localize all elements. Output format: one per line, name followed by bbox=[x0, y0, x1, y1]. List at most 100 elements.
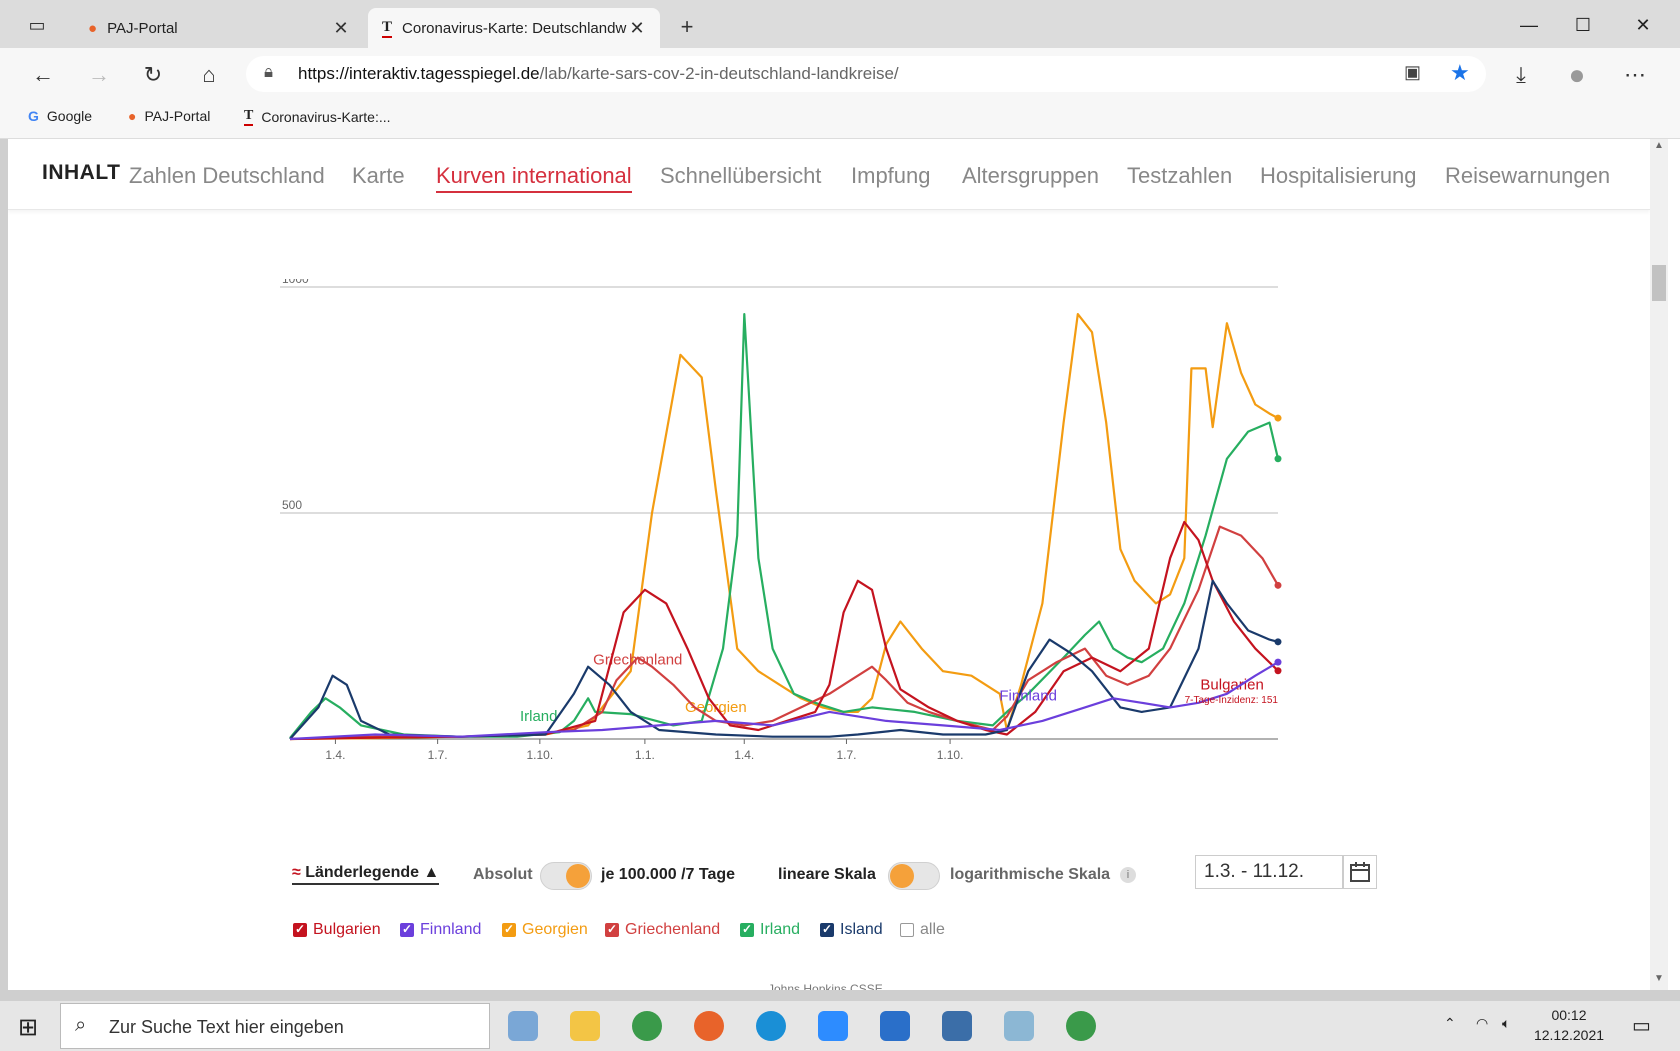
scale-toggle[interactable] bbox=[888, 862, 940, 890]
map-pin-icon: ● bbox=[88, 19, 98, 37]
reader-view-icon[interactable]: ▣ bbox=[1404, 62, 1422, 82]
legend-toggle[interactable]: ≈ Länderlegende ▲ bbox=[292, 864, 440, 885]
nav-reisewarnungen[interactable]: Reisewarnungen bbox=[1445, 163, 1611, 188]
checkbox-box bbox=[605, 922, 619, 937]
series-line-griechenland bbox=[289, 525, 1279, 741]
absolut-label[interactable]: Absolut bbox=[473, 866, 533, 883]
checkbox-bulgarien[interactable]: Bulgarien bbox=[293, 921, 381, 939]
tagesspiegel-icon: T bbox=[382, 19, 393, 38]
checkbox-alle[interactable]: alle bbox=[900, 921, 945, 939]
address-bar[interactable]: 🔒︎ https://interaktiv.tagesspiegel.de/la… bbox=[246, 56, 1486, 92]
download-icon[interactable]: ⤓ bbox=[1516, 62, 1526, 87]
scroll-up-icon[interactable]: ▲ bbox=[1654, 140, 1664, 151]
chrome-icon[interactable] bbox=[632, 1011, 662, 1041]
tab-close-icon[interactable]: ✕ bbox=[629, 17, 645, 38]
date-range-input[interactable]: 1.3. - 11.12. bbox=[1195, 855, 1343, 889]
chrome-icon[interactable] bbox=[1066, 1011, 1096, 1041]
bookmark-label: Coronavirus-Karte:... bbox=[261, 109, 391, 125]
volume-icon[interactable]: 🔈︎ bbox=[1502, 1015, 1511, 1031]
page-scrollbar[interactable]: ▲ ▼ bbox=[1650, 139, 1668, 990]
mail-icon[interactable] bbox=[880, 1011, 910, 1041]
linear-scale-label[interactable]: lineare Skala bbox=[778, 866, 876, 883]
checkbox-box bbox=[400, 922, 414, 937]
bookmark-google[interactable]: G Google bbox=[28, 108, 92, 124]
tray-chevron-icon[interactable]: ⌃ bbox=[1444, 1015, 1456, 1031]
source-credit: Johns Hopkins CSSE bbox=[768, 982, 883, 990]
windows-start-icon[interactable]: ⊞ bbox=[18, 1014, 39, 1041]
profile-avatar-icon[interactable]: ● bbox=[1568, 59, 1586, 90]
scrollbar-thumb[interactable] bbox=[1652, 265, 1666, 301]
tab-coronavirus-karte[interactable]: T Coronavirus-Karte: Deutschlandw ✕ bbox=[368, 8, 660, 48]
app-icon[interactable] bbox=[1004, 1011, 1034, 1041]
taskbar-clock[interactable]: 00:12 12.12.2021 bbox=[1533, 1007, 1605, 1043]
series-line-georgien bbox=[289, 313, 1279, 741]
firefox-icon[interactable] bbox=[694, 1011, 724, 1041]
nav-testzahlen[interactable]: Testzahlen bbox=[1127, 163, 1233, 188]
refresh-icon[interactable]: ↻ bbox=[143, 62, 163, 87]
nav-schnelluebersicht[interactable]: Schnellübersicht bbox=[660, 163, 822, 188]
checkbox-label: Finnland bbox=[420, 921, 482, 938]
section-nav: INHALT Zahlen Deutschland Karte Kurven i… bbox=[8, 139, 1650, 210]
nav-zahlen-deutschland[interactable]: Zahlen Deutschland bbox=[129, 163, 325, 188]
checkbox-georgien[interactable]: Georgien bbox=[502, 921, 588, 939]
checkbox-label: Island bbox=[840, 921, 883, 938]
bookmark-coronavirus-karte[interactable]: T Coronavirus-Karte:... bbox=[244, 108, 391, 126]
checkbox-box bbox=[820, 922, 834, 937]
tagesspiegel-icon: T bbox=[244, 108, 254, 126]
x-tick-label: 1.7. bbox=[428, 748, 448, 762]
tab-paj-portal[interactable]: ● PAJ-Portal ✕ bbox=[74, 8, 364, 48]
per100k-label[interactable]: je 100.000 /7 Tage bbox=[601, 866, 736, 883]
new-tab-icon[interactable]: + bbox=[680, 14, 694, 39]
minimize-icon[interactable]: — bbox=[1520, 15, 1538, 35]
favorite-star-icon[interactable]: ★ bbox=[1450, 60, 1470, 85]
zoom-icon[interactable] bbox=[818, 1011, 848, 1041]
nav-impfung[interactable]: Impfung bbox=[851, 163, 931, 188]
toggle-knob bbox=[566, 864, 590, 888]
checkbox-finnland[interactable]: Finnland bbox=[400, 921, 481, 939]
home-icon[interactable]: ⌂ bbox=[202, 62, 216, 87]
tab-actions-icon[interactable]: ▭ bbox=[28, 15, 46, 35]
absolut-per100k-toggle[interactable] bbox=[540, 862, 592, 890]
checkbox-island[interactable]: Island bbox=[820, 921, 883, 939]
log-scale-label[interactable]: logarithmische Skala bbox=[950, 866, 1111, 883]
url-host: https://interaktiv.tagesspiegel.de bbox=[298, 64, 540, 83]
x-tick-label: 1.10. bbox=[937, 748, 964, 762]
series-line-bulgarien bbox=[289, 520, 1279, 741]
checkbox-irland[interactable]: Irland bbox=[740, 921, 800, 939]
url-text[interactable]: https://interaktiv.tagesspiegel.de/lab/k… bbox=[298, 64, 899, 84]
nav-altersgruppen[interactable]: Altersgruppen bbox=[962, 163, 1099, 188]
lock-icon: 🔒︎ bbox=[264, 62, 274, 81]
nav-kurven-international[interactable]: Kurven international bbox=[436, 163, 632, 193]
nav-hospitalisierung[interactable]: Hospitalisierung bbox=[1260, 163, 1417, 188]
close-window-icon[interactable]: ✕ bbox=[1635, 15, 1651, 35]
checkbox-griechenland[interactable]: Griechenland bbox=[605, 921, 720, 939]
browser-tabstrip: ▭ ● PAJ-Portal ✕ T Coronavirus-Karte: De… bbox=[0, 0, 1680, 48]
video-editor-icon[interactable] bbox=[942, 1011, 972, 1041]
nav-karte[interactable]: Karte bbox=[352, 163, 405, 188]
info-icon[interactable]: i bbox=[1120, 867, 1136, 883]
map-pin-icon: ● bbox=[128, 108, 137, 124]
series-label: Griechenland bbox=[593, 651, 682, 668]
taskbar: ⊞ ⌕ Zur Suche Text hier eingeben ⌃ ◠ 🔈︎ … bbox=[0, 1000, 1680, 1051]
taskbar-search-placeholder: Zur Suche Text hier eingeben bbox=[109, 1017, 344, 1037]
network-icon[interactable]: ◠ bbox=[1476, 1015, 1489, 1031]
back-icon[interactable]: ← bbox=[32, 62, 54, 87]
bookmark-label: Google bbox=[46, 108, 93, 124]
file-explorer-icon[interactable] bbox=[570, 1011, 600, 1041]
taskbar-search[interactable]: ⌕ Zur Suche Text hier eingeben bbox=[60, 1003, 490, 1049]
scroll-down-icon[interactable]: ▼ bbox=[1654, 973, 1664, 984]
y-tick-label: 1000 bbox=[282, 279, 309, 286]
tab-close-icon[interactable]: ✕ bbox=[333, 17, 349, 38]
calendar-button[interactable] bbox=[1343, 855, 1377, 889]
more-menu-icon[interactable]: ⋯ bbox=[1624, 62, 1646, 87]
computer-icon[interactable] bbox=[508, 1011, 538, 1041]
x-tick-label: 1.10. bbox=[526, 748, 553, 762]
notifications-icon[interactable]: ▭ bbox=[1632, 1015, 1651, 1037]
forward-icon[interactable]: → bbox=[88, 62, 110, 87]
edge-icon[interactable] bbox=[756, 1011, 786, 1041]
x-tick-label: 1.1. bbox=[635, 748, 655, 762]
series-endpoint-irland bbox=[1274, 455, 1282, 463]
bookmark-paj-portal[interactable]: ● PAJ-Portal bbox=[128, 108, 210, 124]
maximize-icon[interactable]: ☐ bbox=[1574, 15, 1592, 35]
